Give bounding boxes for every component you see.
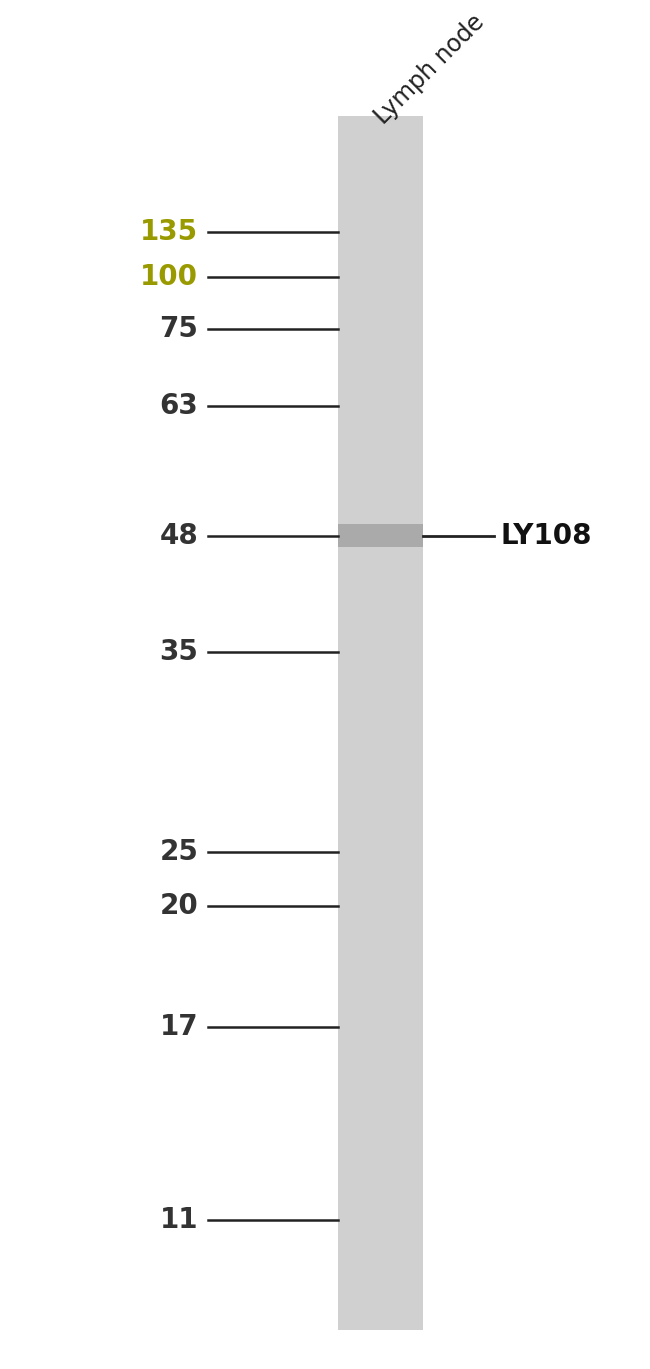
Text: 135: 135 [140, 218, 198, 246]
Text: 20: 20 [159, 893, 198, 920]
Text: 17: 17 [160, 1013, 198, 1040]
Bar [338, 524, 422, 548]
Text: 11: 11 [160, 1206, 198, 1235]
Text: 100: 100 [140, 263, 198, 292]
Text: LY108: LY108 [500, 522, 592, 549]
Text: 75: 75 [159, 315, 198, 342]
Text: 35: 35 [159, 638, 198, 665]
Text: 48: 48 [159, 522, 198, 549]
Text: Lymph node: Lymph node [370, 10, 489, 129]
Text: 25: 25 [159, 838, 198, 867]
Bar [338, 115, 422, 1331]
Text: 63: 63 [159, 393, 198, 420]
